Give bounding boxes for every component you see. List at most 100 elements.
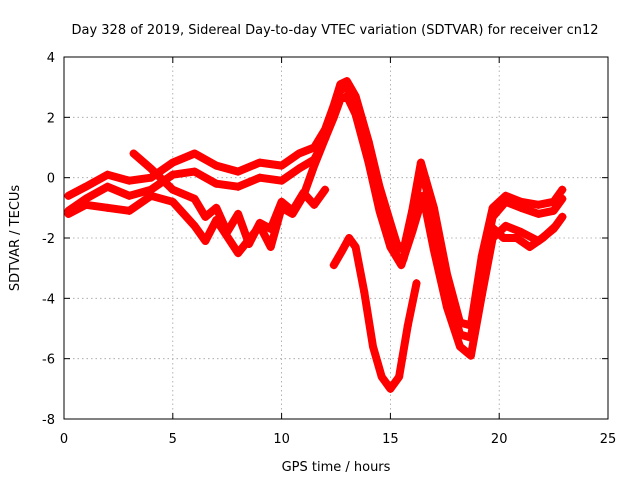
data-point-track-b bbox=[310, 143, 319, 152]
x-tick-label: 10 bbox=[273, 432, 290, 447]
x-tick-label: 15 bbox=[382, 432, 399, 447]
data-point-track-e bbox=[412, 279, 421, 288]
data-point-track-b bbox=[81, 182, 90, 191]
data-point-track-e bbox=[360, 288, 369, 297]
data-point-track-d bbox=[212, 203, 221, 212]
data-point-track-b bbox=[234, 167, 243, 176]
data-point-track-e bbox=[329, 261, 338, 270]
y-axis-label: SDTVAR / TECUs bbox=[8, 185, 23, 292]
data-point-track-c bbox=[234, 249, 243, 258]
x-axis-label: GPS time / hours bbox=[282, 460, 391, 475]
data-point-track-b bbox=[190, 149, 199, 158]
y-tick-label: -2 bbox=[42, 232, 55, 247]
x-tick-label: 25 bbox=[600, 432, 617, 447]
data-point-track-c bbox=[147, 191, 156, 200]
data-point-track-b bbox=[429, 203, 438, 212]
data-point-track-a bbox=[534, 209, 543, 218]
data-point-track-c bbox=[488, 234, 497, 242]
data-point-track-e bbox=[351, 243, 360, 252]
data-point-track-c bbox=[419, 191, 428, 200]
data-point-track-c bbox=[442, 303, 451, 312]
data-point-track-c bbox=[103, 203, 112, 212]
data-point-track-b bbox=[516, 197, 525, 206]
data-point-track-d bbox=[255, 218, 264, 227]
data-point-track-b bbox=[392, 240, 401, 249]
data-point-track-c bbox=[336, 95, 345, 104]
data-point-track-d bbox=[266, 224, 275, 233]
data-point-track-f bbox=[551, 221, 560, 230]
x-tick-label: 0 bbox=[60, 432, 68, 447]
y-tick-labels: -8 -6 -4 -2 0 2 4 bbox=[42, 51, 55, 428]
data-point-track-c bbox=[375, 206, 384, 215]
data-point-track-d bbox=[288, 206, 297, 215]
data-point-track-b bbox=[168, 158, 177, 167]
data-point-track-b bbox=[351, 92, 360, 101]
y-tick-label: 0 bbox=[47, 172, 55, 187]
data-point-track-b bbox=[549, 197, 558, 206]
y-tick-label: 2 bbox=[47, 111, 55, 126]
y-tick-label: 4 bbox=[47, 51, 55, 66]
data-point-track-b bbox=[64, 191, 73, 200]
data-point-track-f bbox=[486, 221, 495, 230]
y-tick-label: -4 bbox=[42, 292, 55, 307]
data-point-track-c bbox=[125, 206, 134, 215]
data-point-track-e bbox=[338, 246, 347, 255]
data-point-track-b bbox=[386, 218, 395, 227]
series-track-c bbox=[64, 92, 567, 360]
x-tick-label: 5 bbox=[169, 432, 177, 447]
data-point-track-c bbox=[168, 197, 177, 206]
data-point-track-b bbox=[534, 200, 543, 209]
data-point-track-c bbox=[429, 246, 438, 255]
data-point-track-c bbox=[397, 261, 406, 270]
data-point-track-c bbox=[351, 110, 360, 119]
data-point-track-a bbox=[212, 179, 221, 188]
data-point-track-e bbox=[395, 372, 404, 381]
data-point-track-c bbox=[364, 158, 373, 167]
data-point-track-d bbox=[277, 197, 286, 206]
data-point-track-c bbox=[477, 291, 486, 300]
data-point-track-b bbox=[103, 170, 112, 179]
data-point-track-f bbox=[538, 234, 547, 242]
y-tick-label: -8 bbox=[42, 413, 55, 428]
data-point-track-f bbox=[558, 212, 567, 221]
data-point-track-f bbox=[512, 234, 521, 242]
data-point-track-b bbox=[488, 203, 497, 212]
data-point-track-a bbox=[295, 164, 304, 173]
data-point-track-c bbox=[456, 342, 465, 351]
data-point-track-e bbox=[403, 321, 412, 330]
y-tick-label: -6 bbox=[42, 353, 55, 368]
data-point-track-d bbox=[147, 164, 156, 173]
data-point-track-b bbox=[456, 318, 465, 327]
data-point-track-a bbox=[255, 173, 264, 182]
data-point-track-d bbox=[201, 212, 210, 221]
data-point-track-d bbox=[321, 185, 330, 194]
data-point-track-c bbox=[310, 161, 319, 170]
data-point-track-f bbox=[499, 234, 508, 242]
data-point-track-b bbox=[442, 270, 451, 279]
chart-title: Day 328 of 2019, Sidereal Day-to-day VTE… bbox=[71, 23, 598, 38]
data-point-track-b bbox=[558, 185, 567, 194]
data-point-track-a bbox=[190, 167, 199, 176]
data-point-track-b bbox=[125, 176, 134, 185]
data-point-track-c bbox=[516, 227, 525, 236]
data-series bbox=[64, 77, 567, 393]
x-tick-labels: 0 5 10 15 20 25 bbox=[60, 432, 616, 447]
data-point-track-c bbox=[329, 113, 338, 122]
data-point-track-a bbox=[168, 170, 177, 179]
data-point-track-b bbox=[295, 149, 304, 158]
data-point-track-e bbox=[377, 372, 386, 381]
data-point-track-c bbox=[81, 200, 90, 209]
data-point-track-b bbox=[212, 161, 221, 170]
data-point-track-c bbox=[190, 221, 199, 230]
data-point-track-a bbox=[125, 191, 134, 200]
data-point-track-b bbox=[477, 252, 486, 261]
data-point-track-c bbox=[266, 243, 275, 252]
data-point-track-d bbox=[190, 194, 199, 203]
data-point-track-a bbox=[277, 176, 286, 185]
data-point-track-f bbox=[525, 243, 534, 252]
x-tick-label: 20 bbox=[491, 432, 508, 447]
data-point-track-c bbox=[201, 237, 210, 246]
data-point-track-b bbox=[147, 173, 156, 182]
data-point-track-b bbox=[277, 161, 286, 170]
